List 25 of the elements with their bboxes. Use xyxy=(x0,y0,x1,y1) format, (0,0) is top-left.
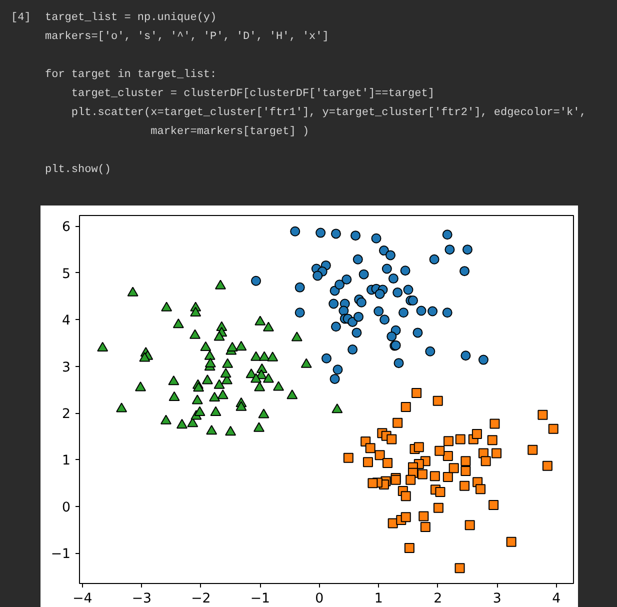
text: plt.scatter(x=target_cluster['ftr1'], y=target_cluster['ftr2'], edgecolor='k', xyxy=(70,106,586,121)
y-tick-label: 2 xyxy=(62,407,71,422)
text: [4] xyxy=(11,11,31,26)
y-tick-label: 0 xyxy=(62,500,71,516)
text: target_list = np.unique(y) xyxy=(45,11,217,26)
text: for target in target_list: xyxy=(45,68,217,83)
text: markers=['o', 's', '^', 'P', 'D', 'H', 'x'] xyxy=(45,30,329,45)
x-tick-label: 3 xyxy=(492,592,502,606)
y-tick-label: −1 xyxy=(50,547,71,562)
y-tick-label: 5 xyxy=(62,266,71,282)
x-tick-label: −1 xyxy=(250,592,270,606)
y-tick-label: 4 xyxy=(62,314,71,329)
text: plt.show() xyxy=(45,163,112,178)
y-tick-label: 3 xyxy=(62,360,71,376)
text: marker=markers[target] ) xyxy=(150,125,310,140)
y-tick-label: 6 xyxy=(62,220,71,236)
x-tick-label: 0 xyxy=(315,592,324,606)
x-tick-label: −4 xyxy=(72,592,92,606)
text: target_cluster = clusterDF[clusterDF['target']==target] xyxy=(70,87,434,102)
x-tick-label: 4 xyxy=(552,592,561,606)
x-tick-label: −2 xyxy=(191,592,211,606)
x-tick-label: −3 xyxy=(132,592,152,606)
x-tick-label: 1 xyxy=(374,592,383,606)
x-tick-label: 2 xyxy=(434,592,442,606)
y-tick-label: 1 xyxy=(62,454,71,469)
